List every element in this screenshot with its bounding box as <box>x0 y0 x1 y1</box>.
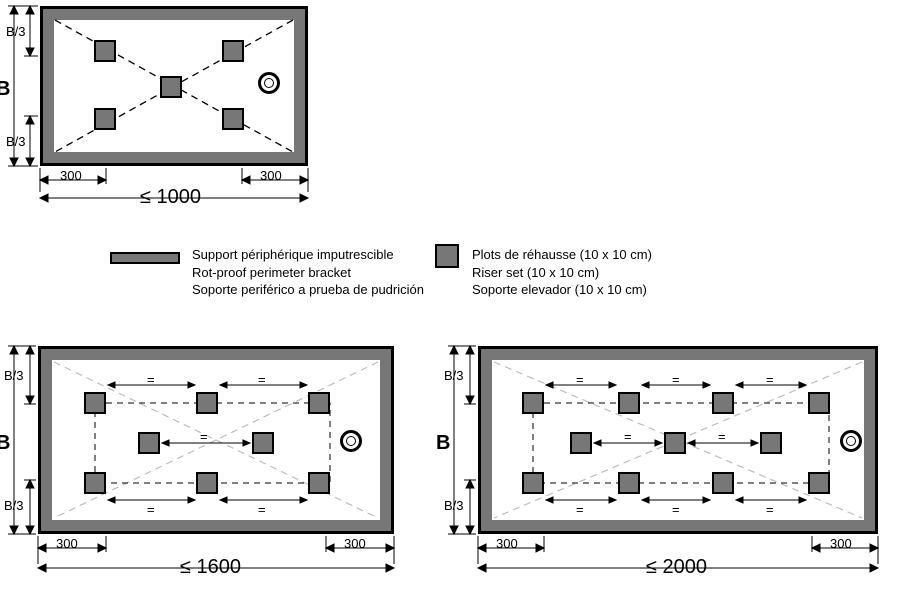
eq-mark: = <box>672 372 679 387</box>
riser-plot <box>84 472 106 494</box>
riser-plot <box>618 392 640 414</box>
riser-plot <box>138 432 160 454</box>
eq-mark: = <box>200 429 207 444</box>
riser-plot <box>84 392 106 414</box>
riser-plot <box>808 472 830 494</box>
drain-icon <box>340 430 362 452</box>
eq-mark: = <box>258 372 265 387</box>
dim-le1600: ≤ 1600 <box>180 556 241 579</box>
riser-plot <box>522 472 544 494</box>
dim-300: 300 <box>60 168 82 183</box>
riser-plot <box>570 432 592 454</box>
eq-mark: = <box>766 372 773 387</box>
dim-le1000: ≤ 1000 <box>140 186 201 209</box>
eq-mark: = <box>766 502 773 517</box>
tray-1600-panel: = = = = = B/3 B B/3 300 300 ≤ 1600 <box>0 340 416 596</box>
riser-plot <box>94 108 116 130</box>
eq-mark: = <box>624 429 631 444</box>
riser-plot <box>252 432 274 454</box>
riser-plot <box>712 392 734 414</box>
riser-plot <box>760 432 782 454</box>
dim-300: 300 <box>496 536 518 551</box>
dim-b3: B/3 <box>4 498 24 513</box>
eq-mark: = <box>576 372 583 387</box>
dim-300: 300 <box>830 536 852 551</box>
eq-mark: = <box>718 429 725 444</box>
tray-1000-panel: B/3 B B/3 300 300 ≤ 1000 <box>0 0 330 214</box>
drain-icon <box>258 72 280 94</box>
dim-b: B <box>0 432 10 455</box>
riser-plot <box>522 392 544 414</box>
dim-b3: B/3 <box>4 368 24 383</box>
riser-plot <box>222 40 244 62</box>
riser-plot <box>196 472 218 494</box>
drain-icon <box>840 430 862 452</box>
legend-bracket-text: Support périphérique imputrescible Rot-p… <box>192 246 424 299</box>
dim-le2000: ≤ 2000 <box>646 556 707 579</box>
legend-plot-text: Plots de réhausse (10 x 10 cm) Riser set… <box>472 246 652 299</box>
riser-plot <box>664 432 686 454</box>
dim-300: 300 <box>260 168 282 183</box>
legend-bracket-es: Soporte periférico a prueba de pudrición <box>192 281 424 299</box>
legend-plot-swatch <box>435 244 459 268</box>
eq-mark: = <box>672 502 679 517</box>
legend-plot-fr: Plots de réhausse (10 x 10 cm) <box>472 246 652 264</box>
riser-plot <box>618 472 640 494</box>
riser-plot <box>712 472 734 494</box>
tray-2000-panel: = = = = = = = = B/3 B B/3 300 300 ≤ 2000 <box>440 340 900 596</box>
riser-plot <box>160 76 182 98</box>
dim-300: 300 <box>344 536 366 551</box>
dim-b: B <box>436 432 450 455</box>
legend-bracket-swatch <box>110 252 180 264</box>
dim-b3: B/3 <box>6 24 26 39</box>
tray-1600-inner <box>52 360 380 520</box>
eq-mark: = <box>258 502 265 517</box>
riser-plot <box>222 108 244 130</box>
dim-b3: B/3 <box>6 134 26 149</box>
legend-bracket-en: Rot-proof perimeter bracket <box>192 264 424 282</box>
eq-mark: = <box>576 502 583 517</box>
legend: Support périphérique imputrescible Rot-p… <box>110 246 810 310</box>
eq-mark: = <box>147 372 154 387</box>
eq-mark: = <box>147 502 154 517</box>
dim-b: B <box>0 78 10 101</box>
dim-300: 300 <box>56 536 78 551</box>
riser-plot <box>94 40 116 62</box>
legend-bracket-fr: Support périphérique imputrescible <box>192 246 424 264</box>
riser-plot <box>808 392 830 414</box>
riser-plot <box>196 392 218 414</box>
dim-b3: B/3 <box>444 368 464 383</box>
riser-plot <box>308 472 330 494</box>
riser-plot <box>308 392 330 414</box>
dim-b3: B/3 <box>444 498 464 513</box>
legend-plot-es: Soporte elevador (10 x 10 cm) <box>472 281 652 299</box>
legend-plot-en: Riser set (10 x 10 cm) <box>472 264 652 282</box>
